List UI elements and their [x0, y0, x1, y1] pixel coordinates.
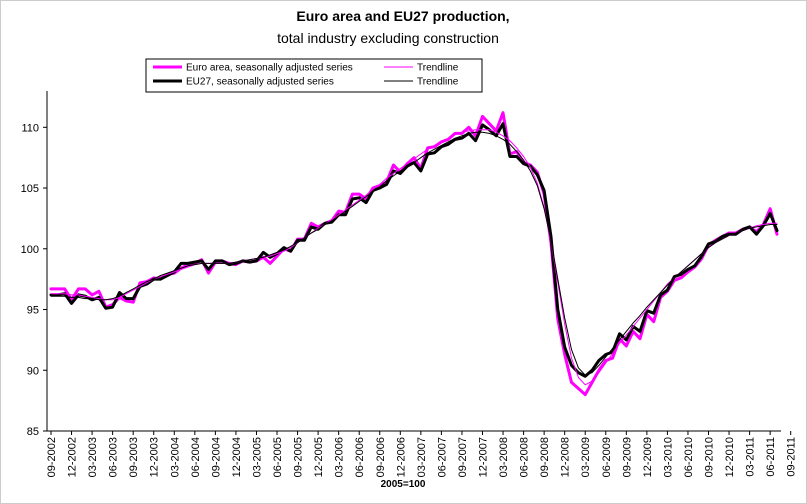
x-tick-label: 09-2007	[457, 437, 469, 477]
x-tick-label: 03-2009	[580, 437, 592, 477]
x-tick-label: 09-2005	[293, 437, 305, 477]
legend-label-euro-trend: Trendline	[417, 63, 459, 74]
x-axis: 09-2002 12-2002 03-2003 06-2003 09-2003 12-20…	[46, 430, 798, 477]
legend-label-eu27: EU27, seasonally adjusted series	[186, 77, 334, 88]
legend-label-euro-area: Euro area, seasonally adjusted series	[186, 63, 353, 74]
x-tick-label: 12-2004	[231, 437, 243, 477]
x-tick-label: 03-2008	[498, 437, 510, 477]
x-tick-label: 03-2011	[745, 437, 757, 477]
x-tick-label: 03-2006	[334, 437, 346, 477]
x-tick-label: 12-2008	[560, 437, 572, 477]
y-tick-label: 105	[21, 183, 39, 195]
x-tick-label: 12-2006	[395, 437, 407, 477]
legend-label-eu27-trend: Trendline	[417, 77, 459, 88]
x-tick-label: 09-2004	[210, 437, 222, 477]
x-tick-label: 09-2010	[704, 437, 716, 477]
x-tick-label: 09-2003	[128, 437, 140, 477]
x-tick-label: 12-2009	[642, 437, 654, 477]
x-tick-label: 06-2008	[519, 437, 531, 477]
x-tick-label: 06-2010	[683, 437, 695, 477]
x-tick-label: 09-2011	[786, 437, 798, 477]
legend: Euro area, seasonally adjusted series Tr…	[145, 58, 483, 93]
x-tick-label: 06-2006	[354, 437, 366, 477]
x-tick-label: 03-2010	[662, 437, 674, 477]
x-tick-label: 12-2007	[477, 437, 489, 477]
series-line-eu27-trend	[50, 131, 778, 376]
x-tick-label: 09-2002	[46, 437, 58, 477]
x-tick-label: 12-2010	[724, 437, 736, 477]
chart-subtitle: total industry excluding construction	[277, 30, 499, 46]
x-tick-label: 06-2003	[108, 437, 120, 477]
x-tick-label: 12-2005	[313, 437, 325, 477]
x-axis-note: 2005=100	[381, 479, 426, 490]
legend-box	[145, 58, 483, 93]
y-tick-label: 95	[27, 305, 39, 317]
y-tick-label: 85	[27, 426, 39, 438]
x-tick-label: 06-2011	[765, 437, 777, 477]
x-tick-label: 03-2007	[416, 437, 428, 477]
x-tick-label: 03-2004	[169, 437, 181, 477]
x-tick-label: 06-2004	[190, 437, 202, 477]
x-tick-label: 12-2003	[149, 437, 161, 477]
y-axis: 85 90 95 100 105 110	[21, 91, 48, 438]
x-tick-label: 09-2006	[375, 437, 387, 477]
y-tick-label: 100	[21, 244, 39, 256]
x-tick-label: 03-2005	[251, 437, 263, 477]
y-tick-label: 90	[27, 365, 39, 377]
y-tick-label: 110	[21, 122, 39, 134]
x-tick-label: 06-2005	[272, 437, 284, 477]
x-tick-label: 12-2002	[67, 437, 79, 477]
series-group	[49, 111, 779, 397]
x-tick-label: 06-2009	[601, 437, 613, 477]
x-tick-label: 03-2003	[87, 437, 99, 477]
series-line-euro-trend	[50, 129, 778, 386]
chart-title: Euro area and EU27 production,	[296, 8, 509, 24]
x-tick-label: 09-2009	[621, 437, 633, 477]
x-tick-label: 06-2007	[436, 437, 448, 477]
x-tick-label: 09-2008	[539, 437, 551, 477]
